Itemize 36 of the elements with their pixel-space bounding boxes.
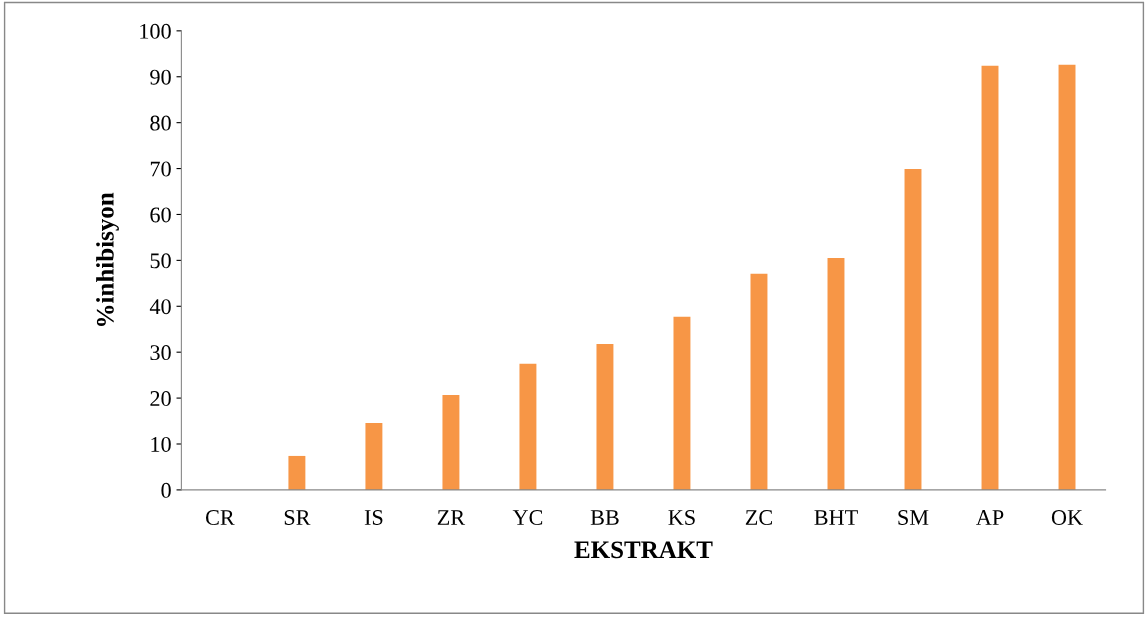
x-tick-label: CR bbox=[205, 510, 235, 525]
y-tick-label: 40 bbox=[149, 299, 171, 315]
bar bbox=[750, 273, 768, 490]
y-tick-label: 100 bbox=[140, 23, 171, 39]
bar bbox=[673, 316, 691, 490]
x-tick-label: KS bbox=[668, 510, 695, 525]
y-tick-label: 30 bbox=[150, 345, 171, 361]
y-tick-label: 80 bbox=[150, 115, 171, 131]
x-tick-label: BHT bbox=[814, 510, 858, 525]
y-tick-label: 70 bbox=[150, 161, 171, 177]
bar bbox=[365, 422, 383, 490]
x-tick-label: YC bbox=[512, 510, 543, 525]
x-tick-label: BB bbox=[590, 510, 619, 525]
x-tick-label: AP bbox=[976, 510, 1004, 525]
bar bbox=[827, 258, 845, 490]
x-axis-title: EKSTRAKT bbox=[574, 541, 713, 559]
y-tick-label: 90 bbox=[150, 69, 171, 85]
bar bbox=[288, 455, 306, 490]
x-tick-label: OK bbox=[1051, 510, 1083, 525]
y-tick-label: 0 bbox=[161, 482, 171, 498]
bar bbox=[519, 363, 537, 490]
x-tick-label: ZR bbox=[437, 510, 466, 525]
y-tick-label: 10 bbox=[151, 436, 171, 452]
x-tick-label: ZC bbox=[745, 510, 772, 525]
x-tick-label: IS bbox=[364, 510, 383, 525]
bar bbox=[904, 169, 922, 490]
bar bbox=[1058, 64, 1076, 490]
bar bbox=[442, 394, 460, 490]
x-tick-label: SR bbox=[284, 510, 311, 525]
bar bbox=[596, 343, 614, 490]
x-tick-label: SM bbox=[898, 510, 929, 525]
bar bbox=[981, 65, 999, 490]
y-tick-label: 60 bbox=[150, 207, 171, 223]
y-tick-label: 20 bbox=[150, 391, 171, 407]
y-axis-title: %inhibisyon bbox=[96, 192, 119, 326]
y-tick-label: 50 bbox=[150, 253, 171, 269]
